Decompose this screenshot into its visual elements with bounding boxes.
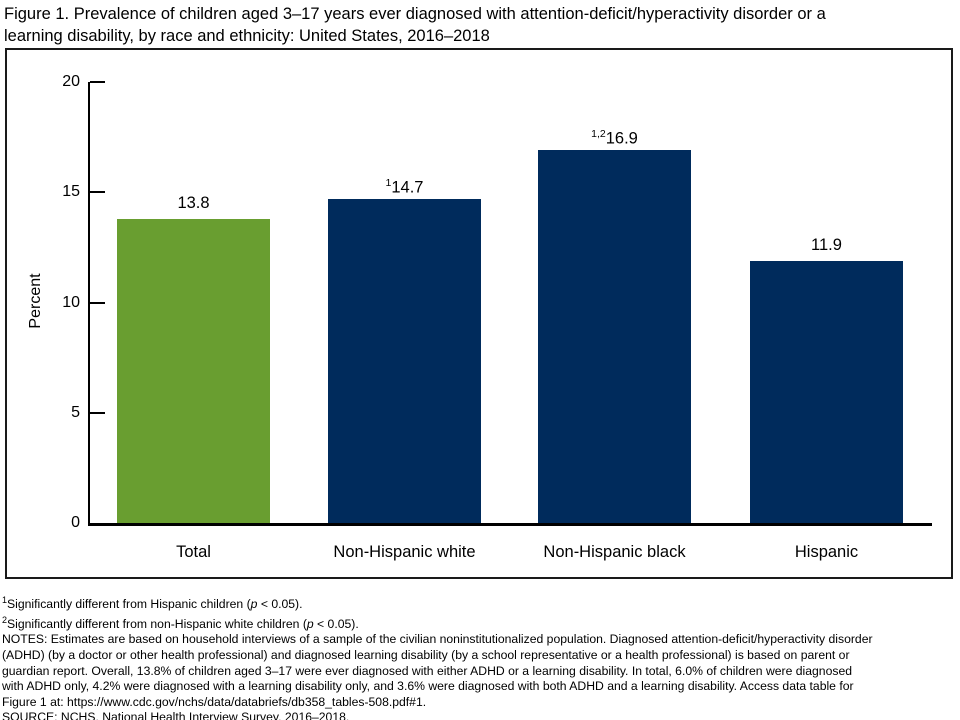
footnote-1-rest: < 0.05). [257,597,303,612]
footnote-1: 1Significantly different from Hispanic c… [2,593,873,613]
footnote-2-marker: 2 [2,614,8,625]
figure-title-line1: Figure 1. Prevalence of children aged 3–… [4,5,826,23]
y-tick-label: 10 [62,293,80,311]
bar [328,198,481,523]
y-tick-mark [90,411,105,414]
notes-line-4: with ADHD only, 4.2% were diagnosed with… [2,679,854,694]
x-category-label: Non-Hispanic white [333,543,476,561]
bar [538,150,691,523]
bar [117,218,270,523]
y-tick-label: 20 [62,73,80,90]
bar-value-superscript: 1 [385,176,392,189]
footnotes: 1Significantly different from Hispanic c… [2,593,873,720]
x-category-label: Total [176,543,211,561]
y-axis-line [88,82,90,523]
chart-box: Percent 0 5 10 15 20 13.8 Total 114.7 Non-Hispan… [5,48,953,579]
x-category-label: Hispanic [794,543,859,561]
bar-value-label: 11.9 [747,235,907,255]
bar-value-text: 16.9 [605,129,638,148]
bar-value-text: 11.9 [811,235,842,254]
bar-value-label: 1,216.9 [535,124,695,149]
y-tick-mark [90,81,105,83]
x-category-label: Non-Hispanic black [543,543,686,561]
footnote-2-rest: < 0.05). [313,616,359,631]
y-tick-mark [90,301,105,304]
footnote-2: 2Significantly different from non-Hispan… [2,613,873,633]
y-tick-label: 15 [62,183,80,201]
footnote-2-pvalue: p [306,616,314,631]
bar-value-text: 13.8 [177,193,210,212]
footnote-1-marker: 1 [2,595,8,605]
plot-area: 0 5 10 15 20 13.8 Total 114.7 Non-Hispanic white… [7,50,951,577]
notes-line-5: Figure 1 at: https://www.cdc.gov/nchs/da… [2,694,427,709]
y-tick-label: 5 [71,403,80,421]
y-tick-mark [90,191,105,194]
bar-value-label: 114.7 [325,173,485,198]
y-tick-label: 0 [71,514,80,531]
bar-value-superscript: 1,2 [591,128,606,141]
figure-title-line2: learning disability, by race and ethnici… [4,27,490,45]
footnote-2-text: Significantly different from non-Hispani… [7,616,307,631]
notes-line-1: NOTES: Estimates are based on household … [2,632,873,647]
footnote-1-pvalue: p [250,597,258,612]
footnote-1-text: Significantly different from Hispanic ch… [7,597,251,612]
bar-value-label: 13.8 [114,193,274,213]
source-line: SOURCE: NCHS, National Health Interview … [2,710,350,720]
notes-line-3: guardian report. Overall, 13.8% of child… [2,663,853,678]
bar-value-text: 14.7 [391,178,424,197]
x-axis-line [88,523,932,526]
bar [750,260,903,523]
figure-title: Figure 1. Prevalence of children aged 3–… [4,3,826,47]
notes-line-2: (ADHD) (by a doctor or other health prof… [2,647,850,662]
